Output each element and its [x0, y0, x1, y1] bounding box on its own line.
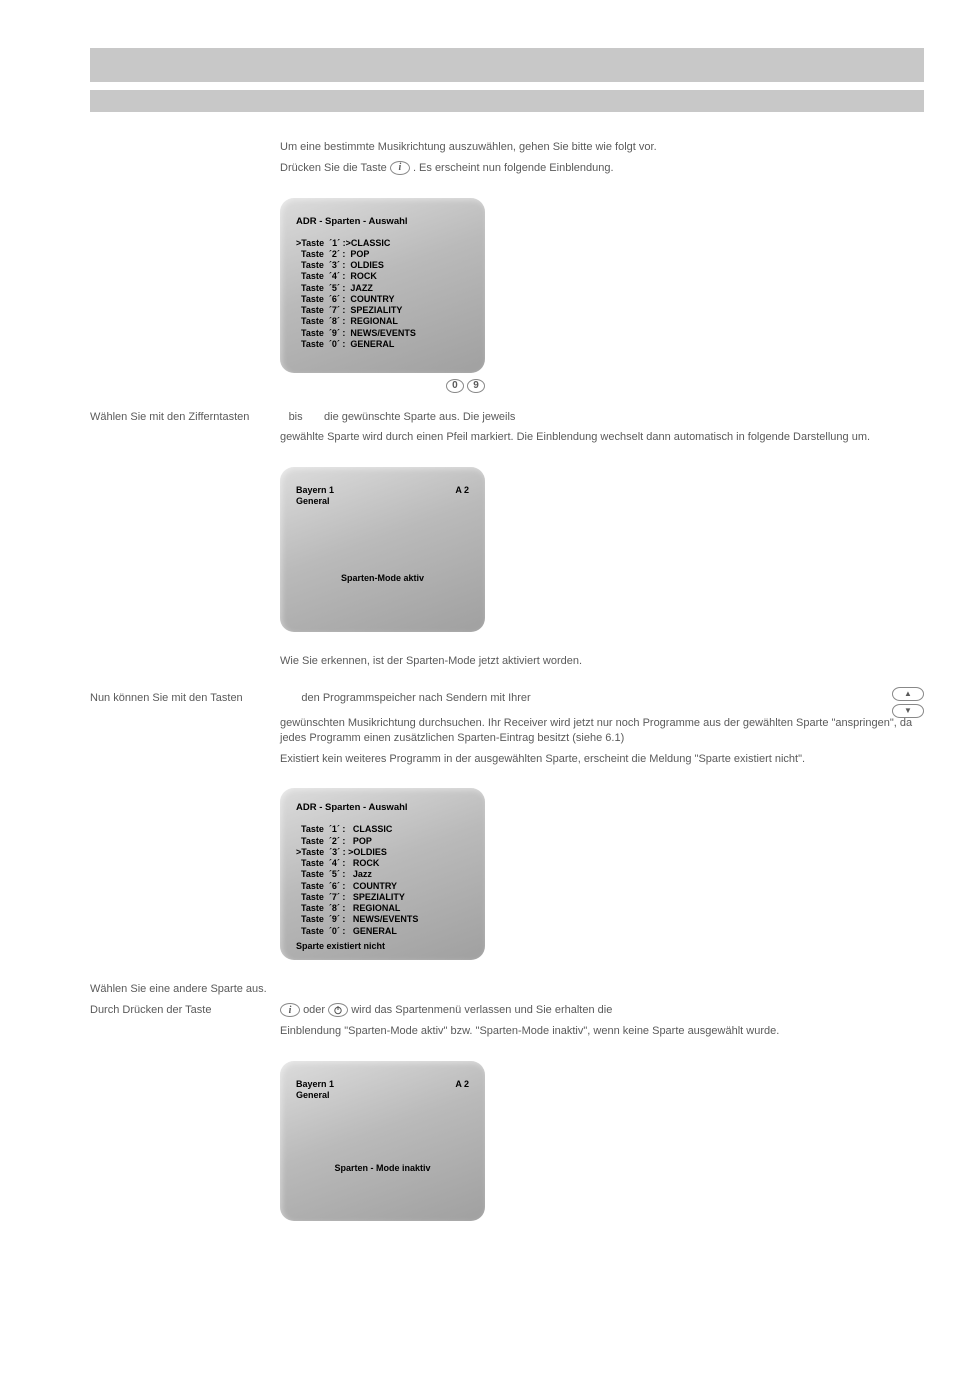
screen1-item: >Taste ´1´ :>CLASSIC — [296, 238, 469, 249]
arrow-up-icon: ▲ — [892, 687, 924, 701]
screen3-footer: Sparte existiert nicht — [296, 941, 469, 952]
screen1-item: Taste ´5´ : JAZZ — [296, 283, 469, 294]
mid-p4: Existiert kein weiteres Programm in der … — [280, 752, 914, 767]
key-0-icon: 0 — [446, 379, 464, 393]
screen1-item: Taste ´2´ : POP — [296, 249, 469, 260]
after1-left: Wählen Sie mit den Zifferntasten — [90, 410, 280, 425]
screen2-line2: General — [296, 496, 469, 507]
screen3-item: Taste ´2´ : POP — [296, 836, 469, 847]
screen1-item: Taste ´3´ : OLDIES — [296, 260, 469, 271]
mid-row-3: gewünschten Musikrichtung durchsuchen. I… — [90, 716, 914, 773]
mid-row-2: Nun können Sie mit den Tasten den Progra… — [90, 691, 914, 712]
after1-c: gewählte Sparte wird durch einen Pfeil m… — [280, 430, 914, 445]
screen3-item: Taste ´9´ : NEWS/EVENTS — [296, 914, 469, 925]
after3-p2b: oder — [303, 1004, 325, 1016]
mid-p2-left-text: Nun können Sie mit den Tasten — [90, 692, 243, 704]
screen-2: Bayern 1 A 2 General Sparten-Mode aktiv — [280, 467, 485, 632]
screen4-status: Sparten - Mode inaktiv — [296, 1163, 469, 1174]
page-content: Um eine bestimmte Musikrichtung auszuwäh… — [90, 140, 914, 1227]
mid-p1: Wie Sie erkennen, ist der Sparten-Mode j… — [280, 654, 914, 669]
screen1-row: ADR - Sparten - Auswahl >Taste ´1´ :>CLA… — [90, 198, 914, 394]
after1-left-text: Wählen Sie mit den Zifferntasten — [90, 411, 249, 423]
screen1-item: Taste ´6´ : COUNTRY — [296, 294, 469, 305]
screen3-item: Taste ´7´ : SPEZIALITY — [296, 892, 469, 903]
mid-p2-right-text: den Programmspeicher nach Sendern mit Ih… — [301, 692, 530, 704]
num-icons-row: 0 9 — [280, 379, 485, 394]
screen3-row: ADR - Sparten - Auswahl Taste ´1´ : CLAS… — [90, 788, 914, 966]
screen2-row: Bayern 1 A 2 General Sparten-Mode aktiv — [90, 467, 914, 638]
after-screen1-row: Wählen Sie mit den Zifferntasten x bis d… — [90, 410, 914, 452]
header-bar-1 — [90, 48, 924, 82]
intro-para: Um eine bestimmte Musikrichtung auszuwäh… — [280, 141, 657, 153]
key-9-icon: 9 — [467, 379, 485, 393]
screen3-title: ADR - Sparten - Auswahl — [296, 802, 469, 814]
after3-p2a: Durch Drücken der Taste — [90, 1004, 211, 1016]
info-icon: i — [280, 1003, 300, 1017]
screen4-line1b: A 2 — [455, 1079, 469, 1090]
standby-icon — [328, 1003, 348, 1017]
screen1-title: ADR - Sparten - Auswahl — [296, 216, 469, 228]
screen3-item: Taste ´1´ : CLASSIC — [296, 824, 469, 835]
screen3-item: Taste ´6´ : COUNTRY — [296, 881, 469, 892]
screen3-item: >Taste ´3´ : >OLDIES — [296, 847, 469, 858]
screen-3: ADR - Sparten - Auswahl Taste ´1´ : CLAS… — [280, 788, 485, 960]
step1-right: . Es erscheint nun folgende Einblendung. — [413, 162, 614, 174]
screen-4: Bayern 1 A 2 General Sparten - Mode inak… — [280, 1061, 485, 1221]
screen1-item: Taste ´8´ : REGIONAL — [296, 316, 469, 327]
mid-p2-right: den Programmspeicher nach Sendern mit Ih… — [280, 691, 914, 712]
screen4-line2: General — [296, 1090, 469, 1101]
screen4-row: Bayern 1 A 2 General Sparten - Mode inak… — [90, 1061, 914, 1227]
info-icon: i — [390, 161, 410, 175]
screen3-item: Taste ´5´ : Jazz — [296, 869, 469, 880]
screen1-item: Taste ´0´ : GENERAL — [296, 339, 469, 350]
after3-right: i oder wird das Spartenmenü verlassen un… — [280, 982, 914, 1045]
after3-p2c: wird das Spartenmenü verlassen und Sie e… — [351, 1004, 612, 1016]
screen2-line1b: A 2 — [455, 485, 469, 496]
screen3-item: Taste ´4´ : ROCK — [296, 858, 469, 869]
after3-p3: Einblendung "Sparten-Mode aktiv" bzw. "S… — [280, 1024, 914, 1039]
after3-p1: Wählen Sie eine andere Sparte aus. — [90, 982, 270, 997]
after3-left: Wählen Sie eine andere Sparte aus. Durch… — [90, 982, 280, 1018]
screen-1: ADR - Sparten - Auswahl >Taste ´1´ :>CLA… — [280, 198, 485, 373]
screen2-status: Sparten-Mode aktiv — [296, 573, 469, 584]
mid-p3: gewünschten Musikrichtung durchsuchen. I… — [280, 716, 914, 746]
screen3-item: Taste ´8´ : REGIONAL — [296, 903, 469, 914]
screen1-item: Taste ´4´ : ROCK — [296, 271, 469, 282]
after3-row: Wählen Sie eine andere Sparte aus. Durch… — [90, 982, 914, 1045]
screen1-item: Taste ´7´ : SPEZIALITY — [296, 305, 469, 316]
step1-left: Drücken Sie die Taste — [280, 162, 387, 174]
after1-b: die gewünschte Sparte aus. Die jeweils — [324, 411, 515, 423]
after1-right: x bis die gewünschte Sparte aus. Die jew… — [280, 410, 914, 452]
intro-right: Um eine bestimmte Musikrichtung auszuwäh… — [280, 140, 914, 182]
screen2-line1: Bayern 1 — [296, 485, 334, 496]
mid-p2-left: Nun können Sie mit den Tasten — [90, 691, 280, 706]
screen4-line1: Bayern 1 — [296, 1079, 334, 1090]
header-bar-2 — [90, 90, 924, 112]
screen3-item: Taste ´0´ : GENERAL — [296, 926, 469, 937]
after1-a: bis — [289, 411, 303, 423]
screen1-item: Taste ´9´ : NEWS/EVENTS — [296, 328, 469, 339]
intro-row: Um eine bestimmte Musikrichtung auszuwäh… — [90, 140, 914, 182]
mid-row-1: Wie Sie erkennen, ist der Sparten-Mode j… — [90, 654, 914, 675]
